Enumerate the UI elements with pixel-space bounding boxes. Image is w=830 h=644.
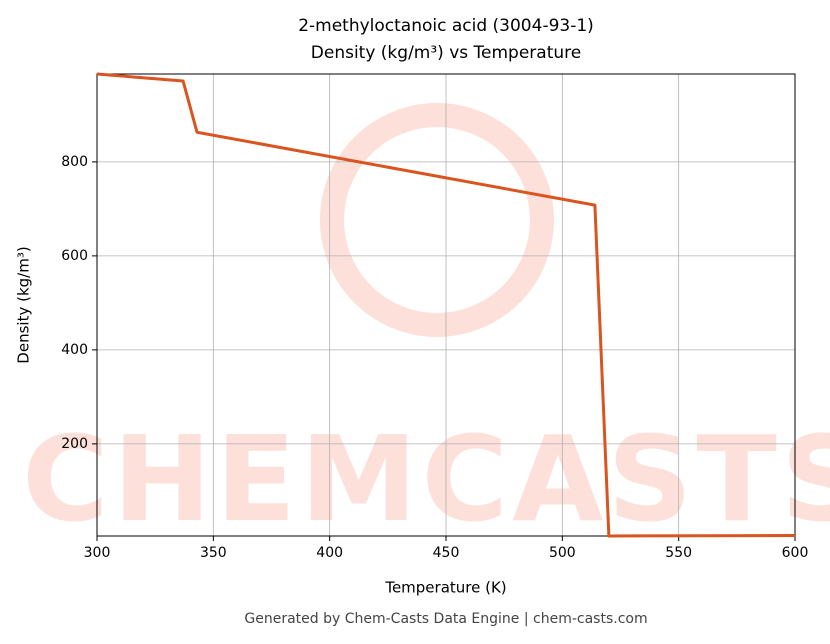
- plot-frame: [96, 73, 796, 537]
- y-tick-label: 800: [61, 154, 88, 170]
- x-tick-label: 450: [433, 545, 460, 561]
- x-axis-label: Temperature (K): [384, 579, 506, 597]
- x-tick-label: 600: [782, 545, 809, 561]
- y-axis-label: Density (kg/m³): [15, 246, 33, 363]
- x-tick-label: 500: [549, 545, 576, 561]
- footer: Generated by Chem-Casts Data Engine | ch…: [244, 611, 647, 627]
- chart-subtitle: Density (kg/m³) vs Temperature: [311, 43, 581, 63]
- x-tick-label: 300: [84, 545, 111, 561]
- x-tick-label: 550: [665, 545, 692, 561]
- data-line: [96, 72, 796, 538]
- y-tick-label: 600: [61, 248, 88, 264]
- x-tick-label: 350: [200, 545, 227, 561]
- y-tick-label: 400: [61, 342, 88, 358]
- watermark-logo: [320, 103, 554, 337]
- x-tick-label: 400: [316, 545, 343, 561]
- y-tick-label: 200: [61, 436, 88, 452]
- chart-title: 2-methyloctanoic acid (3004-93-1): [298, 16, 594, 36]
- watermark: CHEMCASTS: [22, 410, 830, 548]
